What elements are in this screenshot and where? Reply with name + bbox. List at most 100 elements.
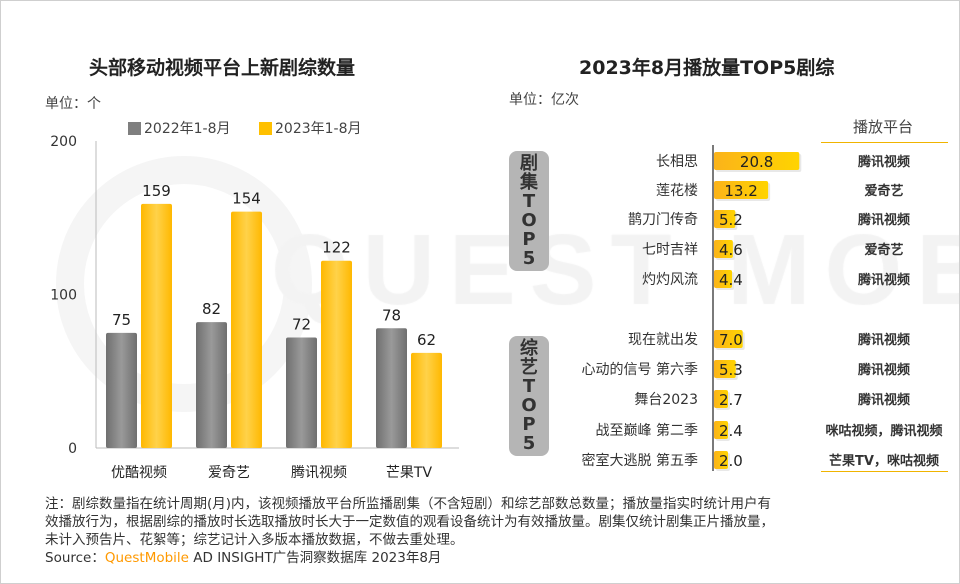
data-label: 4.4 — [719, 271, 743, 289]
platform-label: 芒果TV，咪咕视频 — [829, 453, 939, 469]
group-label-char: 剧 — [520, 153, 538, 174]
y-tick-label: 200 — [50, 134, 77, 150]
legend-item-2022: 2022年1-8月 — [128, 118, 231, 138]
bar-2023 — [321, 260, 352, 448]
data-label: 7.0 — [719, 331, 743, 349]
left-unit-label: 单位：个 — [45, 96, 101, 112]
bar — [714, 390, 728, 408]
data-label: 122 — [322, 239, 351, 257]
data-label: 75 — [112, 311, 131, 329]
note-line: 效播放行为，根据剧综的播放时长选取播放时长大于一定数值的观看设备统计为有效播放量… — [45, 514, 774, 530]
platform-header-line — [821, 142, 948, 143]
data-label: 4.6 — [719, 241, 743, 259]
x-tick-label: 优酷视频 — [111, 465, 167, 481]
row-label: 舞台2023 — [634, 392, 698, 408]
row-label: 长相思 — [656, 154, 698, 170]
data-label: 154 — [232, 190, 261, 208]
left-bar-chart: 0 100 200 优酷视频 75 159 爱奇艺 82 154 腾讯视频 72 122 芒果TV 78 6… — [50, 134, 459, 481]
data-label: 2.4 — [719, 422, 743, 440]
data-label: 20.8 — [740, 153, 773, 171]
data-label: 62 — [417, 331, 436, 349]
source-brand: QuestMobile — [104, 550, 189, 566]
bar — [714, 421, 728, 439]
bar-2022 — [286, 337, 317, 448]
platform-label: 腾讯视频 — [857, 212, 910, 228]
note-line: 未计入预告片、花絮等；综艺记计入多版本播放数据，不做去重处理。 — [45, 532, 464, 548]
x-tick-label: 芒果TV — [386, 465, 433, 481]
group-label-char: T — [522, 191, 536, 212]
row-label: 现在就出发 — [628, 332, 698, 348]
data-label: 5.2 — [719, 211, 743, 229]
data-label: 78 — [382, 306, 401, 324]
data-label: 13.2 — [724, 182, 757, 200]
bar — [714, 330, 743, 348]
group-label-char: O — [521, 395, 537, 416]
platform-label: 腾讯视频 — [857, 272, 910, 288]
right-chart-title: 2023年8月播放量TOP5剧综 — [579, 57, 835, 79]
platform-label: 爱奇艺 — [864, 242, 903, 258]
legend-swatch — [259, 122, 272, 135]
legend-swatch — [128, 122, 141, 135]
platform-label: 腾讯视频 — [857, 154, 910, 170]
bar-2022 — [376, 328, 407, 448]
platform-label: 腾讯视频 — [857, 392, 910, 408]
bar-2023 — [141, 203, 172, 448]
data-label: 2.0 — [719, 452, 743, 470]
bar-2022 — [196, 322, 227, 448]
data-label: 159 — [142, 182, 171, 200]
note-line: 注：剧综数量指在统计周期(月)内，该视频播放平台所监播剧集（不含短剧）和综艺部数… — [45, 496, 772, 512]
source-rest: AD INSIGHT广告洞察数据库 2023年8月 — [188, 550, 442, 566]
bar-2022 — [106, 332, 137, 448]
platform-footer-line — [821, 471, 948, 472]
platform-label: 咪咕视频，腾讯视频 — [825, 423, 942, 439]
group-label-char: 综 — [520, 338, 538, 359]
bar-2023 — [411, 352, 442, 448]
data-label: 2.7 — [719, 391, 743, 409]
legend-label: 2023年1-8月 — [275, 121, 362, 137]
footnote: 注：剧综数量指在统计周期(月)内，该视频播放平台所监播剧集（不含短剧）和综艺部数… — [45, 495, 774, 567]
bar-2023 — [231, 211, 262, 448]
group-label-char: P — [522, 229, 536, 250]
row-label: 密室大逃脱 第五季 — [582, 452, 698, 469]
x-tick-label: 爱奇艺 — [208, 464, 250, 481]
data-label: 82 — [202, 300, 221, 318]
bar — [714, 360, 736, 378]
right-unit-label: 单位：亿次 — [509, 92, 579, 108]
group-label-char: O — [521, 210, 537, 231]
bar — [714, 451, 728, 469]
group-label-char: 艺 — [520, 357, 538, 378]
source-line: Source：QuestMobile AD INSIGHT广告洞察数据库 202… — [45, 549, 774, 567]
bar — [714, 181, 769, 199]
x-tick-label: 腾讯视频 — [291, 464, 347, 481]
legend-label: 2022年1-8月 — [144, 121, 231, 137]
platform-header: 播放平台 — [853, 118, 914, 136]
row-label: 灼灼风流 — [642, 272, 698, 288]
row-label: 战至巅峰 第二季 — [596, 422, 698, 439]
bar — [714, 152, 800, 170]
data-label: 5.3 — [719, 361, 743, 379]
row-label: 莲花楼 — [656, 183, 698, 199]
platform-label: 腾讯视频 — [857, 332, 910, 348]
row-label: 七时吉祥 — [642, 242, 698, 258]
row-label: 鹊刀门传奇 — [628, 211, 698, 228]
data-label: 72 — [292, 315, 311, 333]
source-prefix: Source： — [45, 550, 105, 566]
group-label-char: P — [522, 414, 536, 435]
y-tick-label: 100 — [50, 288, 77, 304]
group-label-char: 5 — [522, 248, 536, 269]
y-tick-label: 0 — [68, 441, 77, 457]
platform-label: 爱奇艺 — [864, 183, 903, 199]
group-label-char: 5 — [522, 433, 536, 454]
row-label: 心动的信号 第六季 — [582, 361, 698, 378]
group-label-char: T — [522, 376, 536, 397]
legend-item-2023: 2023年1-8月 — [259, 118, 362, 138]
bar — [714, 240, 733, 258]
left-chart-title: 头部移动视频平台上新剧综数量 — [89, 57, 356, 79]
bar — [714, 210, 736, 228]
bar — [714, 270, 733, 288]
group-label-char: 集 — [520, 172, 538, 193]
